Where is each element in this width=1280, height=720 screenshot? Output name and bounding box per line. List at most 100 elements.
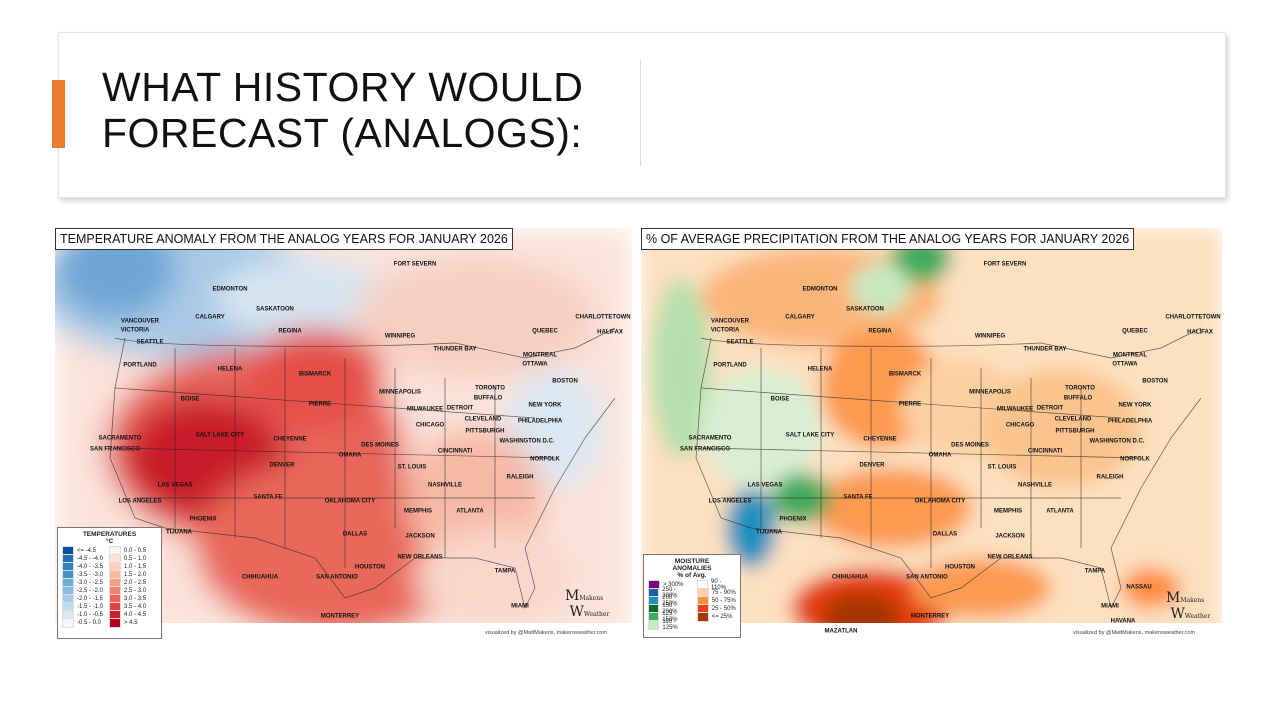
city-label: CALGARY [785, 314, 815, 321]
legend-title: TEMPERATURES °C [82, 531, 137, 545]
city-label: SEATTLE [726, 339, 754, 346]
city-label: QUEBEC [532, 328, 558, 335]
city-label: DES MOINES [951, 442, 989, 449]
legend-label: 125 - 150% [662, 611, 678, 623]
city-label: FORT SEVERN [393, 261, 437, 268]
city-label: MAZATLAN [824, 628, 858, 635]
city-label: THUNDER BAY [433, 346, 477, 353]
city-label: LAS VEGAS [157, 482, 193, 489]
city-label: SALT LAKE CITY [195, 432, 245, 439]
city-label: ST. LOUIS [987, 464, 1017, 471]
precipitation-map: % OF AVERAGE PRECIPITATION FROM THE ANAL… [641, 228, 1222, 640]
legend-label: <= -4.5 [77, 548, 97, 554]
city-label: CHARLOTTETOWN [575, 314, 631, 321]
city-label: OMAHA [338, 452, 362, 459]
legend-item: -0.5 - 0.0 [62, 618, 103, 628]
slide-title: WHAT HISTORY WOULD FORECAST (ANALOGS): [102, 64, 583, 156]
city-label: SAN ANTONIO [906, 574, 948, 581]
legend-label: -2.0 - -1.5 [77, 596, 104, 602]
city-label: ATLANTA [456, 508, 484, 515]
city-label: BISMARCK [888, 371, 922, 378]
city-label: DALLAS [932, 531, 958, 538]
city-label: PHOENIX [779, 516, 807, 523]
city-label: PHOENIX [189, 516, 217, 523]
city-label: SANTA FE [843, 494, 873, 501]
city-label: CHIHUAHUA [241, 574, 279, 581]
city-label: PORTLAND [713, 362, 747, 369]
city-label: TAMPA [494, 568, 516, 575]
city-label: MINNEAPOLIS [969, 389, 1011, 396]
city-label: CHEYENNE [863, 436, 897, 443]
legend-label: -4.5 - -4.0 [77, 556, 104, 562]
city-label: TORONTO [475, 385, 505, 392]
city-label: FORT SEVERN [983, 261, 1027, 268]
city-label: RALEIGH [1096, 474, 1124, 481]
legend-label: 110 - 125% [662, 619, 678, 631]
city-label: MEMPHIS [403, 508, 433, 515]
legend-label: -0.5 - 0.0 [77, 620, 102, 626]
legend-label: 150 - 200% [662, 603, 678, 615]
city-label: MONTREAL [1113, 352, 1147, 359]
makens-weather-logo: MMakens WWeather [565, 588, 610, 620]
city-label: OTTAWA [522, 361, 548, 368]
city-label: LOS ANGELES [118, 498, 162, 505]
city-label: HELENA [807, 366, 833, 373]
legend-label: 25 - 50% [711, 606, 736, 612]
legend-label: -2.5 - -2.0 [77, 588, 104, 594]
city-label: CHICAGO [415, 422, 445, 429]
city-label: LOS ANGELES [708, 498, 752, 505]
map-credit: visualized by @MattMakens, makensweather… [485, 630, 608, 636]
city-label: BUFFALO [1063, 395, 1093, 402]
city-label: DENVER [269, 462, 295, 469]
city-label: TIJUANA [165, 529, 193, 536]
makens-weather-logo: MMakens WWeather [1166, 590, 1211, 622]
city-label: NASHVILLE [427, 482, 463, 489]
city-label: LAS VEGAS [747, 482, 783, 489]
city-label: NEW ORLEANS [397, 554, 443, 561]
city-label: TAMPA [1084, 568, 1106, 575]
legend-label: <= 25% [711, 614, 733, 620]
city-label: MIAMI [511, 603, 529, 610]
city-label: THUNDER BAY [1023, 346, 1067, 353]
city-label: WASHINGTON D.C. [1089, 438, 1145, 445]
title-line-1: WHAT HISTORY WOULD [102, 64, 584, 110]
city-label: CLEVELAND [1054, 416, 1092, 423]
city-label: NORFOLK [1120, 456, 1150, 463]
legend-label: 250 - 300% [662, 587, 678, 599]
legend-label: -3.5 - -3.0 [77, 572, 104, 578]
city-label: REGINA [278, 328, 302, 335]
city-label: MONTREAL [523, 352, 557, 359]
city-label: SACRAMENTO [98, 435, 142, 442]
city-label: SASKATOON [846, 306, 884, 313]
city-label: CHARLOTTETOWN [1165, 314, 1221, 321]
city-label: ATLANTA [1046, 508, 1074, 515]
city-label: CINCINNATI [1027, 448, 1063, 455]
city-label: SAN FRANCISCO [679, 446, 731, 453]
legend-label: 0.0 - 0.5 [124, 548, 147, 554]
temperature-legend: TEMPERATURES °C <= -4.5 -4.5 - -4.0 -4.0 - … [57, 527, 162, 639]
legend-label: 90 - 110% [711, 579, 726, 591]
city-label: MINNEAPOLIS [379, 389, 421, 396]
map-credit: visualized by @MattMakens, makensweather… [1073, 630, 1196, 636]
city-label: BOSTON [1142, 378, 1168, 385]
legend-label: -4.0 - -3.5 [77, 564, 104, 570]
city-label: PIERRE [308, 401, 332, 408]
city-label: CLEVELAND [464, 416, 502, 423]
city-label: REGINA [868, 328, 892, 335]
city-label: PITTSBURGH [465, 428, 505, 435]
legend-label: 3.0 - 3.5 [124, 596, 147, 602]
city-label: WINNIPEG [974, 333, 1006, 340]
city-label: VICTORIA [710, 327, 740, 334]
city-label: BUFFALO [473, 395, 503, 402]
legend-item: 110 - 125% [648, 619, 691, 631]
temperature-map-title: TEMPERATURE ANOMALY FROM THE ANALOG YEAR… [55, 228, 513, 250]
divider [640, 60, 641, 166]
city-label: SAN ANTONIO [316, 574, 358, 581]
legend-label: 3.5 - 4.0 [124, 604, 147, 610]
city-label: EDMONTON [802, 286, 838, 293]
city-label: SASKATOON [256, 306, 294, 313]
city-label: CALGARY [195, 314, 225, 321]
city-label: NEW ORLEANS [987, 554, 1033, 561]
city-label: NASSAU [1126, 584, 1152, 591]
city-label: BISMARCK [298, 371, 332, 378]
